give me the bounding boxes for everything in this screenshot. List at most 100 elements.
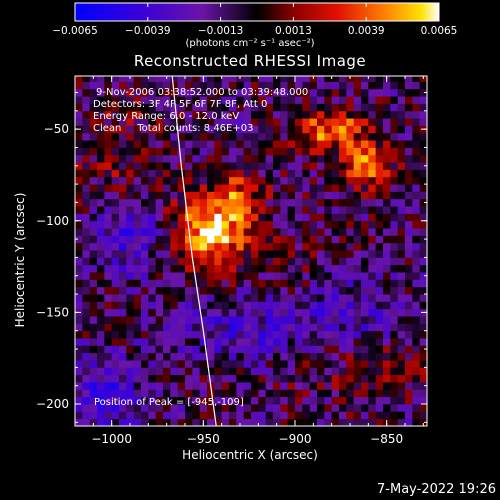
heatmap-cell [170, 125, 179, 134]
heatmap-cell [419, 272, 427, 280]
heatmap-cell [119, 103, 127, 112]
heatmap-cell [258, 191, 267, 200]
heatmap-cell [148, 228, 157, 236]
heatmap-cell [97, 184, 105, 192]
heatmap-cell [192, 184, 201, 192]
heatmap-cell [119, 374, 127, 383]
heatmap-cell [302, 382, 311, 390]
heatmap-cell [97, 154, 105, 163]
heatmap-cell [75, 411, 83, 420]
heatmap-cell [192, 404, 201, 412]
heatmap-cell [126, 184, 135, 192]
heatmap-cell [236, 272, 245, 280]
heatmap-cell [199, 279, 208, 288]
heatmap-cell [251, 213, 259, 222]
heatmap-cell [273, 264, 281, 273]
heatmap-cell [397, 176, 406, 185]
heatmap-cell [295, 110, 303, 119]
heatmap-cell [89, 110, 98, 119]
heatmap-cell [273, 396, 281, 405]
heatmap-cell [324, 294, 333, 302]
heatmap-cell [346, 272, 355, 280]
heatmap-cell [339, 338, 347, 346]
heatmap-cell [177, 220, 186, 229]
heatmap-cell [339, 76, 347, 82]
heatmap-cell [265, 154, 274, 163]
heatmap-cell [375, 272, 384, 280]
heatmap-cell [155, 345, 164, 354]
heatmap-cell [185, 184, 193, 192]
heatmap-cell [133, 206, 142, 214]
heatmap-cell [258, 176, 267, 185]
heatmap-cell [317, 206, 325, 214]
heatmap-cell [243, 279, 252, 288]
heatmap-cell [229, 411, 237, 420]
heatmap-cell [368, 374, 377, 383]
heatmap-cell [236, 176, 245, 185]
heatmap-cell [331, 345, 340, 354]
heatmap-cell [111, 330, 120, 339]
heatmap-cell [273, 176, 281, 185]
heatmap-cell [317, 316, 325, 324]
heatmap-cell [75, 367, 83, 376]
heatmap-cell [214, 220, 223, 229]
heatmap-cell [339, 411, 347, 420]
heatmap-cell [273, 345, 281, 354]
heatmap-cell [317, 294, 325, 302]
heatmap-cell [295, 88, 303, 97]
heatmap-cell [155, 411, 164, 420]
heatmap-cell [280, 235, 289, 244]
heatmap-cell [405, 396, 413, 405]
heatmap-cell [192, 176, 201, 185]
heatmap-cell [236, 286, 245, 295]
heatmap-cell [324, 96, 333, 104]
heatmap-cell [155, 81, 164, 90]
heatmap-cell [155, 286, 164, 295]
heatmap-cell [405, 235, 413, 244]
heatmap-cell [317, 235, 325, 244]
heatmap-cell [397, 323, 406, 332]
heatmap-cell [133, 345, 142, 354]
heatmap-cell [368, 96, 377, 104]
heatmap-cell [251, 294, 259, 302]
heatmap-cell [126, 360, 135, 368]
heatmap-cell [353, 418, 362, 426]
heatmap-cell [148, 272, 157, 280]
heatmap-cell [361, 286, 369, 295]
heatmap-cell [397, 162, 406, 170]
heatmap-cell [170, 110, 179, 119]
heatmap-cell [346, 367, 355, 376]
heatmap-cell [177, 323, 186, 332]
heatmap-cell [353, 345, 362, 354]
heatmap-cell [405, 198, 413, 207]
heatmap-cell [97, 213, 105, 222]
heatmap-cell [163, 242, 171, 251]
heatmap-cell [295, 235, 303, 244]
heatmap-cell [97, 301, 105, 310]
heatmap-cell [163, 338, 171, 346]
heatmap-cell [141, 360, 149, 368]
heatmap-cell [82, 330, 91, 339]
heatmap-cell [295, 272, 303, 280]
heatmap-cell [177, 330, 186, 339]
heatmap-cell [302, 330, 311, 339]
heatmap-cell [185, 162, 193, 170]
heatmap-cell [229, 308, 237, 317]
heatmap-cell [265, 88, 274, 97]
heatmap-cell [287, 308, 296, 317]
heatmap-cell [111, 206, 120, 214]
heatmap-cell [368, 389, 377, 398]
heatmap-cell [324, 301, 333, 310]
heatmap-cell [302, 132, 311, 141]
heatmap-cell [163, 88, 171, 97]
heatmap-cell [295, 76, 303, 82]
heatmap-cell [251, 206, 259, 214]
heatmap-cell [192, 352, 201, 361]
heatmap-cell [243, 76, 252, 82]
heatmap-cell [82, 213, 91, 222]
heatmap-cell [89, 345, 98, 354]
heatmap-cell [368, 176, 377, 185]
heatmap-cell [280, 396, 289, 405]
heatmap-cell [185, 257, 193, 266]
heatmap-cell [419, 169, 427, 178]
